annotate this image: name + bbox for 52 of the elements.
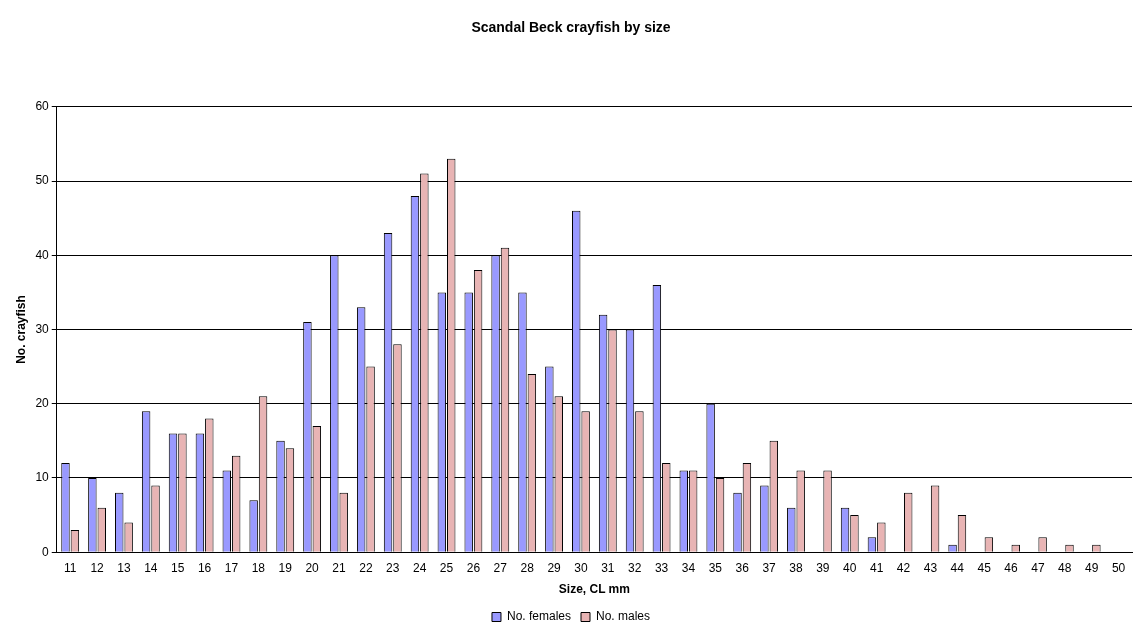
x-tick-label: 21	[332, 560, 346, 575]
x-tick-label: 49	[1085, 560, 1099, 575]
chart-title: Scandal Beck crayfish by size	[471, 19, 671, 36]
legend-label: No. females	[506, 609, 572, 624]
x-tick-label: 36	[735, 560, 750, 575]
x-tick-label: 13	[117, 560, 131, 575]
x-tick-label: 15	[171, 560, 185, 575]
y-tick-label: 20	[35, 396, 50, 411]
x-tick-label: 45	[977, 560, 992, 575]
x-tick-label: 22	[359, 560, 373, 575]
x-tick-label: 16	[197, 560, 212, 575]
x-tick-label: 41	[869, 560, 884, 575]
y-axis-title: No. crayfish	[13, 295, 28, 364]
x-tick-label: 28	[520, 560, 535, 575]
x-tick-label: 30	[574, 560, 588, 575]
x-tick-label: 27	[493, 560, 508, 575]
x-tick-label: 14	[144, 560, 158, 575]
x-tick-label: 47	[1031, 560, 1045, 575]
x-tick-label: 11	[63, 560, 77, 575]
x-tick-label: 38	[789, 560, 803, 575]
x-tick-label: 23	[386, 560, 400, 575]
x-tick-label: 26	[466, 560, 481, 575]
x-tick-label: 43	[923, 560, 938, 575]
x-tick-label: 35	[708, 560, 723, 575]
x-tick-label: 33	[654, 560, 669, 575]
y-tick-label: 40	[35, 247, 50, 262]
x-tick-label: 29	[547, 560, 562, 575]
x-tick-label: 40	[843, 560, 857, 575]
x-tick-label: 19	[278, 560, 293, 575]
y-tick-label: 0	[42, 544, 50, 559]
x-axis-title: Size, CL mm	[558, 582, 630, 597]
x-tick-label: 20	[305, 560, 320, 575]
x-tick-label: 50	[1111, 560, 1126, 575]
x-tick-label: 39	[816, 560, 830, 575]
x-tick-label: 34	[681, 560, 696, 575]
y-tick-label: 50	[35, 173, 50, 188]
y-tick-label: 60	[35, 99, 50, 114]
x-tick-label: 12	[90, 560, 105, 575]
x-tick-label: 46	[1004, 560, 1019, 575]
x-tick-label: 25	[439, 560, 454, 575]
y-tick-label: 10	[35, 470, 50, 485]
x-tick-label: 48	[1058, 560, 1072, 575]
x-tick-label: 42	[896, 560, 911, 575]
x-tick-label: 24	[412, 560, 427, 575]
x-tick-label: 18	[251, 560, 266, 575]
y-tick-label: 30	[35, 321, 50, 336]
legend-label: No. males	[596, 609, 651, 624]
x-tick-label: 44	[950, 560, 965, 575]
x-tick-label: 17	[224, 560, 239, 575]
x-tick-label: 37	[762, 560, 777, 575]
x-tick-label: 31	[601, 560, 615, 575]
x-tick-label: 32	[628, 560, 642, 575]
